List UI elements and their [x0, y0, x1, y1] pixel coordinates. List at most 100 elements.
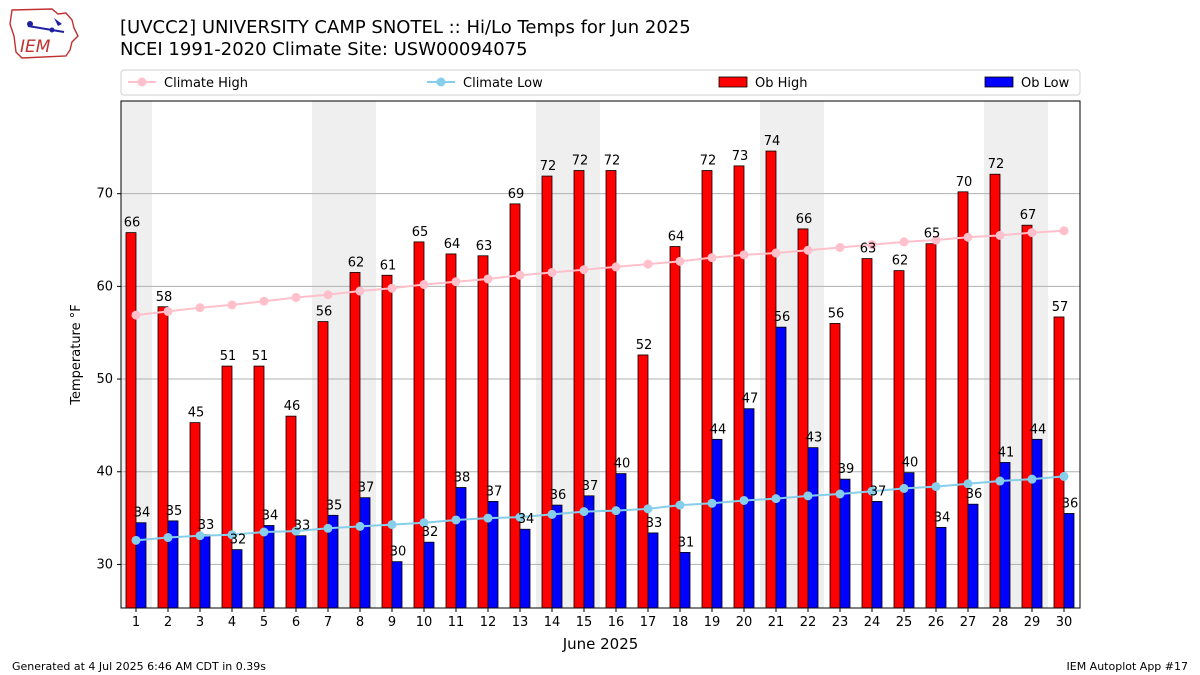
x-tick-label: 15 — [576, 615, 593, 630]
x-tick-label: 13 — [512, 615, 529, 630]
ob-high-label: 72 — [604, 154, 621, 169]
ob-high-bar — [189, 422, 201, 609]
ob-low-label: 33 — [198, 518, 215, 533]
climate-low-point — [163, 533, 173, 543]
ob-low-label: 44 — [710, 422, 727, 437]
x-tick-label: 30 — [1056, 615, 1073, 630]
x-tick-label: 17 — [640, 615, 657, 630]
climate-high-point — [963, 232, 973, 242]
chart-subtitle: NCEI 1991-2020 Climate Site: USW00094075 — [120, 39, 528, 60]
climate-high-point — [547, 267, 557, 277]
ob-high-label: 69 — [508, 187, 525, 202]
climate-high-point — [1059, 226, 1069, 236]
legend-marker-climate-high — [137, 77, 147, 87]
climate-high-point — [675, 256, 685, 266]
climate-lines — [131, 226, 1069, 545]
ob-low-bar — [135, 522, 147, 609]
ob-low-bar — [775, 326, 787, 609]
x-tick-label: 11 — [448, 615, 465, 630]
ob-high-label: 63 — [860, 242, 877, 257]
climate-low-point — [419, 518, 429, 528]
ob-low-bar — [1031, 438, 1043, 609]
climate-high-point — [899, 237, 909, 247]
ob-low-label: 35 — [166, 504, 183, 519]
ob-low-bar — [679, 551, 691, 609]
ob-high-label: 70 — [956, 175, 973, 190]
ob-high-label: 52 — [636, 338, 653, 353]
ob-high-bar — [637, 354, 649, 609]
x-tick-label: 12 — [480, 615, 497, 630]
ob-high-bar — [797, 228, 809, 609]
x-tick-label: 23 — [832, 615, 849, 630]
ob-low-label: 40 — [902, 456, 919, 471]
ob-low-label: 31 — [678, 535, 695, 550]
x-tick-label: 6 — [292, 615, 300, 630]
climate-high-point — [707, 253, 717, 263]
ob-high-label: 62 — [348, 255, 365, 270]
ob-low-bar — [647, 532, 659, 609]
ob-low-bar — [615, 473, 627, 609]
ob-low-label: 34 — [518, 512, 535, 527]
x-tick-label: 22 — [800, 615, 817, 630]
climate-low-point — [227, 530, 237, 540]
bar-value-labels: 66 58 45 51 51 46 56 62 61 65 64 63 69 72 72 72 52 64 72 73… — [124, 134, 1079, 560]
ob-low-bar — [391, 561, 403, 609]
ob-high-bar — [285, 415, 297, 609]
ob-high-label: 66 — [796, 212, 813, 227]
ob-low-bar — [359, 497, 371, 609]
legend-label-climate-low: Climate Low — [463, 76, 543, 91]
legend: Climate High Climate Low Ob High Ob Low — [120, 69, 1081, 96]
x-tick-label: 20 — [736, 615, 753, 630]
ob-high-bar — [349, 272, 361, 609]
x-tick-label: 3 — [196, 615, 204, 630]
ob-high-label: 56 — [316, 305, 333, 320]
x-tick-label: 14 — [544, 615, 561, 630]
ob-low-label: 36 — [550, 488, 567, 503]
climate-high-point — [611, 262, 621, 272]
ob-high-label: 72 — [988, 157, 1005, 172]
y-tick-label: 30 — [96, 557, 113, 572]
y-tick-label: 40 — [96, 465, 113, 480]
climate-low-line — [135, 475, 1065, 542]
ob-low-bar — [807, 447, 819, 609]
ob-low-label: 37 — [582, 479, 599, 494]
ob-low-label: 43 — [806, 431, 823, 446]
ob-high-label: 65 — [924, 227, 941, 242]
y-axis-label: Temperature °F — [69, 304, 84, 405]
climate-high-point — [227, 300, 237, 310]
ob-high-bar — [573, 170, 585, 609]
ob-high-bar — [541, 175, 553, 609]
ob-high-label: 63 — [476, 239, 493, 254]
climate-high-point — [451, 277, 461, 287]
ob-high-label: 51 — [252, 349, 269, 364]
ob-high-label: 72 — [700, 154, 717, 169]
ob-low-bar — [295, 535, 307, 609]
climate-low-point — [803, 491, 813, 501]
ob-low-label: 36 — [1062, 496, 1079, 511]
legend-swatch-ob-low — [984, 76, 1014, 88]
ob-high-bar — [893, 270, 905, 609]
climate-low-point — [195, 531, 205, 541]
ob-high-bar — [1021, 224, 1033, 609]
climate-high-line — [135, 229, 1065, 317]
ob-high-label: 56 — [828, 306, 845, 321]
x-tick-label: 7 — [324, 615, 332, 630]
climate-low-point — [483, 513, 493, 523]
x-tick-label: 19 — [704, 615, 721, 630]
ob-high-label: 67 — [1020, 208, 1037, 223]
ob-low-bar — [263, 525, 275, 609]
ob-low-label: 34 — [934, 510, 951, 525]
climate-low-point — [355, 521, 365, 531]
ob-low-label: 47 — [742, 392, 759, 407]
ob-low-bar — [967, 503, 979, 609]
legend-label-climate-high: Climate High — [164, 76, 248, 91]
ob-low-label: 33 — [294, 519, 311, 534]
ob-low-label: 44 — [1030, 422, 1047, 437]
ob-low-label: 37 — [486, 484, 503, 499]
ob-high-label: 74 — [764, 134, 781, 149]
ob-high-label: 46 — [284, 399, 301, 414]
climate-low-point — [867, 486, 877, 496]
climate-low-point — [707, 498, 717, 508]
x-tick-label: 18 — [672, 615, 689, 630]
ob-high-label: 72 — [572, 154, 589, 169]
